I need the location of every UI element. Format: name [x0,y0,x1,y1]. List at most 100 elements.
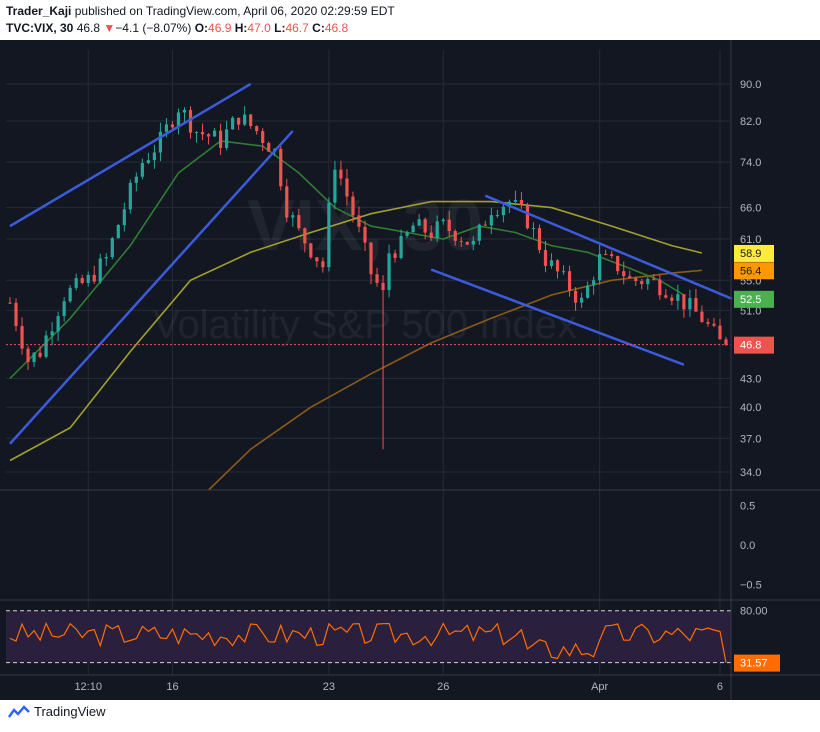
candle-body [309,243,313,258]
down-arrow-icon: ▼ [103,21,116,35]
candle-body [555,260,560,272]
price-tick-label: 61.0 [740,234,761,246]
symbol-label[interactable]: TVC:VIX, 30 [6,21,74,35]
candle-body [718,325,722,340]
chart-background [0,40,820,700]
candle-body [363,226,367,243]
candle-body [267,143,271,152]
candle-body [200,132,205,135]
candle-body [646,278,650,285]
candle-body [243,114,247,125]
rsi-line [9,621,727,663]
candle-body [525,204,530,229]
candle-body [44,335,48,357]
candle-body [519,199,524,205]
candle-body [586,285,590,298]
candle-body [465,241,469,245]
trendlines[interactable] [9,82,733,445]
tradingview-logo[interactable]: TradingView [8,704,106,719]
price-label-box [734,336,774,354]
candle-body [56,316,60,332]
candle-body [212,130,217,137]
candle-body [435,221,439,238]
price-tick-label: 40.0 [740,402,761,414]
candle-body [158,131,163,153]
candle-body [417,219,421,226]
candle-body [86,274,90,283]
time-tick-label: 23 [323,681,335,693]
rsi-value-label: 31.57 [740,658,768,670]
candle-body [670,297,674,301]
candle-body [170,124,175,128]
candle-body [423,219,427,233]
low-label: L: [274,21,286,35]
published-text: published on TradingView.com, April 06, … [74,4,395,18]
price-label-text: 46.8 [740,340,761,352]
candle-body [164,124,169,132]
candle-body [507,201,511,207]
candle-body [80,278,84,283]
candle-body [706,322,710,324]
candle-body [694,298,698,312]
candle-body [531,228,536,230]
candle-body [573,290,578,303]
candle-body [26,348,30,363]
candle-body [489,215,493,226]
trendline [9,130,294,445]
candle-body [74,278,78,288]
author-name[interactable]: Trader_Kaji [6,4,72,18]
candle-body [543,250,548,266]
candle-body [68,287,72,302]
candle-body [441,219,445,222]
candle-body [128,182,132,210]
price-labels: 58.9 56.4 52.5 46.8 31.57 [734,244,780,672]
price-label-text: 52.5 [740,294,761,306]
candle-body [501,206,505,216]
candle-body [104,257,108,259]
candle-body [32,352,36,363]
candle-body [471,240,475,245]
oscillator-tick-label: −0.5 [740,579,762,591]
oscillator-tick-label: 0.5 [740,501,755,513]
candle-body [285,186,289,218]
price-label-box [734,244,774,262]
price-tick-label: 82.0 [740,116,761,128]
candle-body [321,261,325,268]
candle-body [682,294,686,310]
candle-body [664,295,668,298]
candle-body [291,215,295,218]
candle-body [537,228,542,251]
time-tick-label: 16 [166,681,178,693]
publish-info: Trader_Kaji published on TradingView.com… [6,4,395,18]
price-tick-label: 74.0 [740,157,761,169]
candle-body [8,302,12,304]
open-value: 46.9 [208,21,232,35]
rsi-pane: 80.00 [6,606,768,664]
candle-body [14,302,18,327]
axes: 90.082.074.066.061.055.051.043.040.037.0… [0,40,820,700]
candle-body [549,260,554,266]
time-tick-label: 6 [717,681,723,693]
price-chart[interactable]: VIX, 30 Volatility S&P 500 Index 0.50.0−… [0,40,820,700]
candle-body [92,274,96,282]
candles [8,106,728,450]
candle-body [297,215,301,229]
candle-body [688,298,692,310]
high-value: 47.0 [247,21,271,35]
candle-body [483,224,487,226]
candle-body [375,274,379,283]
candle-body [369,242,373,275]
candle-body [604,254,608,256]
moving-average-line [9,200,703,462]
candle-body [140,162,144,177]
candle-body [477,224,481,241]
time-tick-label: Apr [591,681,608,693]
time-tick-label: 26 [437,681,449,693]
candle-body [598,254,602,281]
tradingview-label: TradingView [34,704,106,719]
trendline [430,268,685,366]
candle-body [387,253,391,291]
candle-body [381,282,385,291]
oscillator-pane: 0.5 0.0 −0.5 [740,501,762,592]
candle-body [62,301,66,317]
